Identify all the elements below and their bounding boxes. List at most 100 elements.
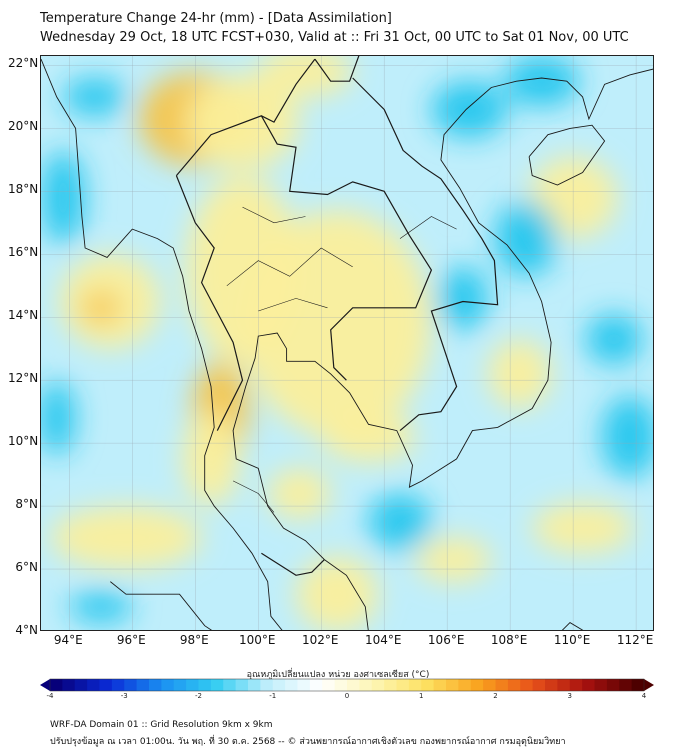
footer-model-info: WRF-DA Domain 01 :: Grid Resolution 9km … xyxy=(50,720,273,730)
colorbar-segment xyxy=(285,679,298,691)
colorbar-segment xyxy=(483,679,496,691)
colorbar-segment xyxy=(111,679,125,691)
colorbar-segment xyxy=(507,679,521,691)
lat-tick-label: 16°N xyxy=(8,245,39,260)
temperature-anomaly-patch xyxy=(431,81,508,138)
border-thailand-malaysia xyxy=(261,552,325,576)
colorbar-segment xyxy=(50,679,63,691)
border-thailand-laos-cambodia xyxy=(260,115,433,381)
lat-tick-label: 6°N xyxy=(15,560,38,575)
weather-map[interactable] xyxy=(40,55,654,631)
colorbar-segment xyxy=(470,679,484,691)
temperature-anomaly-patch xyxy=(182,411,240,507)
lat-tick-label: 10°N xyxy=(8,434,39,449)
colorbar-segment xyxy=(136,679,150,691)
colorbar-segment xyxy=(594,679,608,691)
colorbar-segment xyxy=(396,679,410,691)
colorbar-segment xyxy=(532,679,546,691)
province-border xyxy=(242,206,306,224)
colorbar-segment xyxy=(433,679,447,691)
colorbar-segment xyxy=(260,679,274,691)
temperature-anomaly-patch xyxy=(321,411,416,463)
temperature-anomaly-patch xyxy=(437,266,489,330)
colorbar-segment xyxy=(545,679,558,691)
temperature-anomaly-patch xyxy=(503,56,580,107)
colorbar-segment xyxy=(74,679,88,691)
lat-tick-label: 18°N xyxy=(8,182,39,197)
colorbar-max-arrow xyxy=(644,679,654,691)
border-thailand-myanmar xyxy=(175,175,244,431)
colorbar-segment xyxy=(124,679,138,691)
colorbar-tick-label: -4 xyxy=(46,692,54,700)
lon-tick-label: 110°E xyxy=(553,633,591,647)
temperature-anomaly-patch xyxy=(488,339,552,409)
lat-tick-label: 20°N xyxy=(8,119,39,134)
footer-credit: ปรับปรุงข้อมูล ณ เวลา 01:00น. วัน พฤ. ที… xyxy=(50,737,566,747)
colorbar-tick-label: 4 xyxy=(641,692,647,700)
colorbar-segment xyxy=(87,679,100,691)
coastline-east xyxy=(232,68,653,630)
border-laos-china xyxy=(314,56,360,82)
colorbar-segment xyxy=(606,679,620,691)
colorbar-segment xyxy=(297,679,311,691)
temperature-anomaly-patch xyxy=(185,74,300,170)
colorbar-tick-label: 2 xyxy=(493,692,498,700)
temperature-anomaly-patch xyxy=(258,56,353,97)
temperature-anomaly-patch xyxy=(63,78,127,116)
colorbar-segment xyxy=(186,679,199,691)
colorbar-segment xyxy=(631,679,645,691)
temperature-anomaly-patch xyxy=(368,493,432,551)
colorbar-segment xyxy=(272,679,286,691)
border-vietnam-laos-cambodia xyxy=(352,77,499,432)
colorbar-segment xyxy=(210,679,224,691)
temperature-anomaly-patch xyxy=(415,537,492,582)
colorbar-segment xyxy=(99,679,113,691)
colorbar-segment xyxy=(173,679,187,691)
colorbar-segment xyxy=(619,679,633,691)
colorbar-segment xyxy=(384,679,397,691)
coastlines-and-borders xyxy=(41,56,653,630)
lat-tick-label: 14°N xyxy=(8,308,39,323)
lon-tick-label: 102°E xyxy=(301,633,339,647)
lon-tick-label: 108°E xyxy=(490,633,528,647)
coastline-west xyxy=(41,58,283,630)
colorbar-tick-label: -2 xyxy=(195,692,202,700)
colorbar-segment xyxy=(334,679,348,691)
temperature-anomaly-patch xyxy=(296,556,378,630)
map-title: Temperature Change 24-hr (mm) - [Data As… xyxy=(40,11,392,26)
lon-tick-label: 112°E xyxy=(616,633,654,647)
lon-tick-label: 98°E xyxy=(179,633,209,647)
map-subtitle: Wednesday 29 Oct, 18 UTC FCST+030, Valid… xyxy=(40,30,629,45)
lon-tick-label: 104°E xyxy=(364,633,402,647)
colorbar-segment xyxy=(458,679,472,691)
lat-tick-label: 12°N xyxy=(8,371,39,386)
province-border xyxy=(226,247,353,287)
colorbar-segment xyxy=(495,679,509,691)
lat-tick-label: 22°N xyxy=(8,56,39,71)
colorbar-segment xyxy=(569,679,583,691)
coastline-borneo xyxy=(561,622,584,630)
colorbar-tick-label: 3 xyxy=(567,692,572,700)
colorbar xyxy=(40,678,654,692)
hainan-island xyxy=(528,124,606,186)
temperature-anomaly-patch xyxy=(585,314,643,365)
colorbar-segment xyxy=(248,679,261,691)
colorbar-segment xyxy=(198,679,212,691)
temperature-anomaly-patch xyxy=(601,395,653,478)
colorbar-segment xyxy=(582,679,595,691)
lon-tick-label: 100°E xyxy=(239,633,276,647)
colorbar-segment xyxy=(359,679,373,691)
colorbar-segment xyxy=(223,679,237,691)
temperature-anomaly-patch xyxy=(69,591,133,623)
lon-tick-label: 94°E xyxy=(53,633,83,647)
lon-tick-label: 96°E xyxy=(116,633,146,647)
colorbar-segment xyxy=(149,679,162,691)
lat-lon-gridlines xyxy=(41,56,653,630)
colorbar-segment xyxy=(421,679,435,691)
colorbar-segment xyxy=(309,679,323,691)
temperature-anomaly-patch xyxy=(532,502,633,554)
colorbar-segment xyxy=(235,679,249,691)
temperature-anomaly-patch xyxy=(494,200,558,277)
colorbar-segment xyxy=(62,679,76,691)
temperature-anomaly-patch xyxy=(41,380,76,456)
